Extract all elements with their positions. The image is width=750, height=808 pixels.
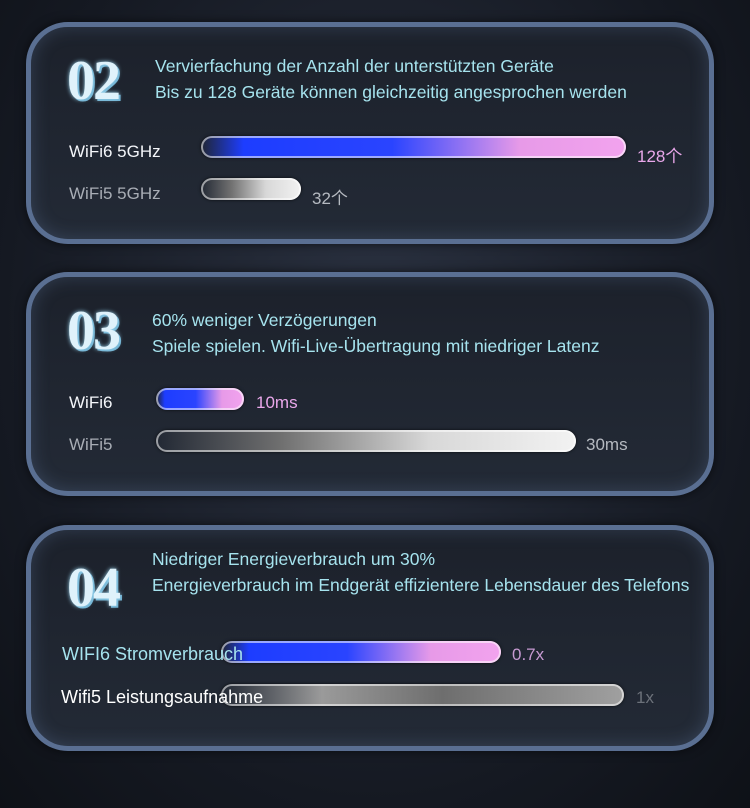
bar-label-wifi6: WIFI6 Stromverbrauch — [62, 644, 244, 664]
bar-label-wifi5: WiFi5 — [69, 435, 113, 454]
value-wifi6: 0.7x — [512, 645, 545, 664]
bar-wifi6 — [156, 388, 244, 410]
card-title: Vervierfachung der Anzahl der unterstütz… — [155, 56, 554, 76]
bar-wifi6 — [201, 136, 626, 158]
card-power: 04 Niedriger Energieverbrauch um 30% Ene… — [26, 525, 714, 751]
bar-wifi5 — [156, 430, 576, 452]
card-subtitle: Bis zu 128 Geräte können gleichzeitig an… — [155, 82, 627, 102]
value-wifi6: 10ms — [256, 393, 298, 412]
bar-label-wifi5: Wifi5 Leistungsaufnahme — [61, 687, 264, 707]
bar-wifi5 — [201, 178, 301, 200]
section-number: 04 — [67, 557, 121, 619]
bar-label-wifi5: WiFi5 5GHz — [69, 184, 161, 203]
card-subtitle: Energieverbrauch im Endgerät effizienter… — [152, 575, 690, 595]
section-number: 02 — [67, 50, 121, 112]
bar-label-wifi6: WiFi6 5GHz — [69, 142, 161, 161]
bar-wifi5 — [221, 684, 624, 706]
card-device-count: 02 Vervierfachung der Anzahl der unterst… — [26, 22, 714, 244]
value-wifi6: 128个 — [637, 147, 683, 166]
card-title: 60% weniger Verzögerungen — [152, 310, 377, 330]
section-number: 03 — [67, 300, 121, 362]
card-latency: 03 60% weniger Verzögerungen Spiele spie… — [26, 272, 714, 496]
bar-wifi6 — [221, 641, 501, 663]
card-title: Niedriger Energieverbrauch um 30% — [152, 549, 436, 569]
bar-label-wifi6: WiFi6 — [69, 393, 113, 412]
card-subtitle: Spiele spielen. Wifi-Live-Übertragung mi… — [152, 336, 600, 356]
value-wifi5: 32个 — [312, 189, 348, 208]
value-wifi5: 1x — [636, 688, 654, 707]
value-wifi5: 30ms — [586, 435, 628, 454]
